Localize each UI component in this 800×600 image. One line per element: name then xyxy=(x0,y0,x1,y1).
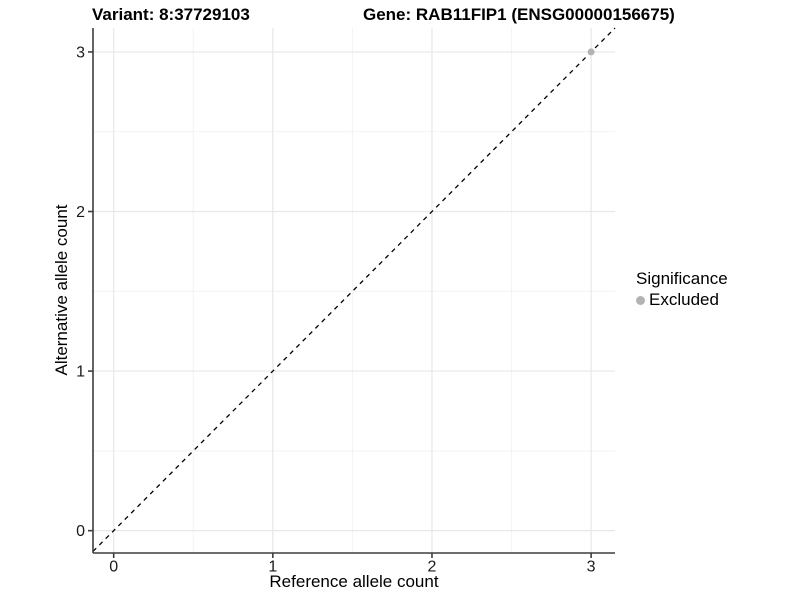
legend-item-excluded: Excluded xyxy=(636,290,728,310)
gene-title: Gene: RAB11FIP1 (ENSG00000156675) xyxy=(363,5,675,24)
y-tick-label: 0 xyxy=(76,523,85,540)
y-tick-label: 3 xyxy=(76,44,85,61)
legend: Significance Excluded xyxy=(636,269,728,310)
y-tick-label: 2 xyxy=(76,204,85,221)
x-tick-label: 2 xyxy=(428,559,437,576)
excluded-point-icon xyxy=(636,295,645,305)
x-tick-label: 0 xyxy=(109,559,118,576)
data-point xyxy=(587,48,595,56)
y-axis-title: Alternative allele count xyxy=(52,204,71,376)
x-tick-label: 3 xyxy=(587,559,596,576)
x-axis-title: Reference allele count xyxy=(269,572,439,591)
variant-title: Variant: 8:37729103 xyxy=(92,5,250,24)
y-tick-label: 1 xyxy=(76,364,85,381)
legend-title: Significance xyxy=(636,269,728,288)
identity-line xyxy=(92,27,616,552)
legend-item-label: Excluded xyxy=(649,290,719,309)
x-tick-label: 1 xyxy=(268,559,277,576)
